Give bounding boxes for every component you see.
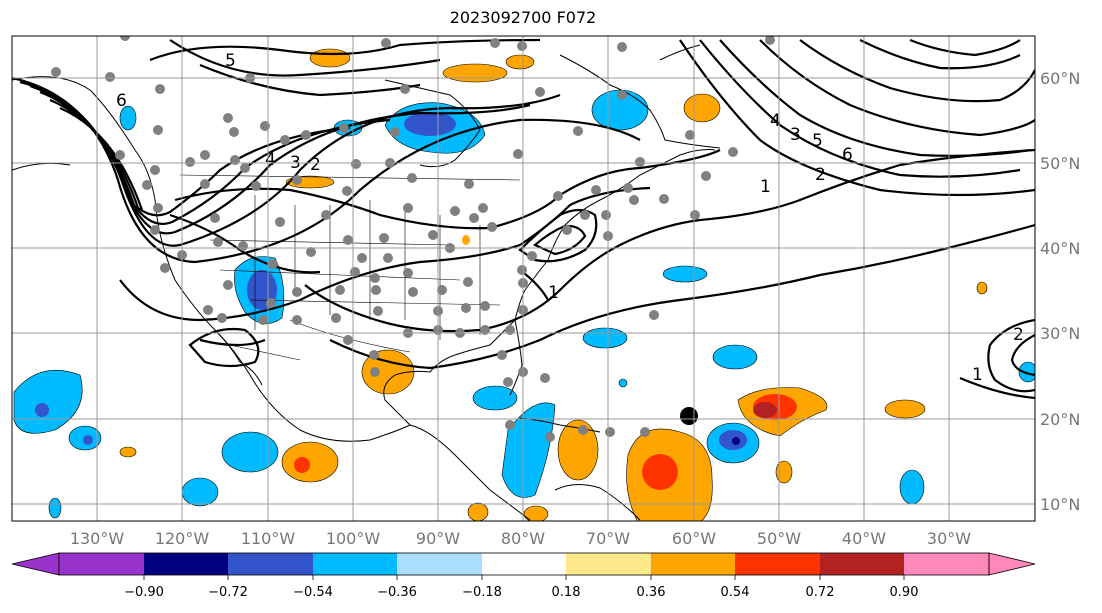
lon-label: 90°W <box>416 529 460 548</box>
map-frame <box>11 35 1036 522</box>
contour-label: 4 <box>770 111 781 131</box>
anomaly-shading <box>13 48 1035 521</box>
colorbar-label: 0.90 <box>890 585 919 600</box>
contour-label: 2 <box>815 165 826 185</box>
lon-label: 60°W <box>672 529 716 548</box>
colorbar-label: −0.72 <box>208 585 248 600</box>
lat-label: 40°N <box>1040 239 1080 258</box>
colorbar-segment <box>482 553 566 575</box>
contour-label: 4 <box>265 150 276 170</box>
lon-label: 130°W <box>70 529 125 548</box>
lon-label: 70°W <box>586 529 630 548</box>
colorbar-label: 0.54 <box>721 585 750 600</box>
contour-label: 5 <box>225 51 236 71</box>
lon-label: 40°W <box>842 529 886 548</box>
colorbar-segment <box>651 553 735 575</box>
colorbar-segment <box>144 553 228 575</box>
lon-label: 100°W <box>326 529 381 548</box>
lon-label: 120°W <box>155 529 210 548</box>
colorbar-segment <box>820 553 904 575</box>
lat-lon-grid <box>12 36 1035 521</box>
colorbar-segment <box>566 553 651 575</box>
longitude-labels: 130°W 120°W 110°W 100°W 90°W 80°W 70°W 6… <box>70 529 971 548</box>
colorbar-label: −0.18 <box>462 585 502 600</box>
storm-center-marker <box>680 407 698 425</box>
colorbar-label: −0.90 <box>124 585 164 600</box>
contour-label: 6 <box>842 145 853 165</box>
lon-label: 30°W <box>927 529 971 548</box>
lat-label: 60°N <box>1040 69 1080 88</box>
colorbar-label: −0.54 <box>293 585 333 600</box>
lon-label: 50°W <box>757 529 801 548</box>
lat-label: 30°N <box>1040 324 1080 343</box>
colorbar-label: 0.72 <box>806 585 835 600</box>
colorbar-segment <box>988 552 1036 576</box>
contour-label: 2 <box>310 155 321 175</box>
colorbar-segment <box>397 553 482 575</box>
colorbar-label: 0.18 <box>552 585 581 600</box>
colorbar-label: 0.36 <box>637 585 666 600</box>
contour-label: 6 <box>116 91 127 111</box>
coastlines <box>12 44 721 521</box>
lon-label: 110°W <box>241 529 296 548</box>
political-borders <box>179 174 521 361</box>
colorbar-segment <box>11 552 60 576</box>
contour-label: 1 <box>760 177 771 197</box>
lat-label: 10°N <box>1040 495 1080 514</box>
map-title: 2023092700 F072 <box>449 8 597 27</box>
colorbar: −0.90 −0.72 −0.54 −0.36 −0.18 0.18 0.36 … <box>11 552 1036 600</box>
station-dots <box>51 36 775 442</box>
colorbar-label: −0.36 <box>377 585 417 600</box>
colorbar-segment <box>228 553 313 575</box>
lon-label: 80°W <box>501 529 545 548</box>
colorbar-segment <box>904 553 989 575</box>
colorbar-segment <box>735 553 820 575</box>
colorbar-segment <box>313 553 397 575</box>
contour-label: 3 <box>790 125 801 145</box>
colorbar-segment <box>59 553 144 575</box>
lat-label: 50°N <box>1040 154 1080 173</box>
contour-label: 5 <box>812 131 823 151</box>
contour-label: 1 <box>548 283 559 303</box>
lat-label: 20°N <box>1040 410 1080 429</box>
contour-label: 2 <box>1013 325 1024 345</box>
contour-label: 1 <box>972 365 983 385</box>
latitude-labels: 60°N 50°N 40°N 30°N 20°N 10°N <box>1040 69 1080 514</box>
contour-labels: 5 6 4 3 2 1 4 3 5 6 2 1 2 1 <box>116 51 1024 385</box>
